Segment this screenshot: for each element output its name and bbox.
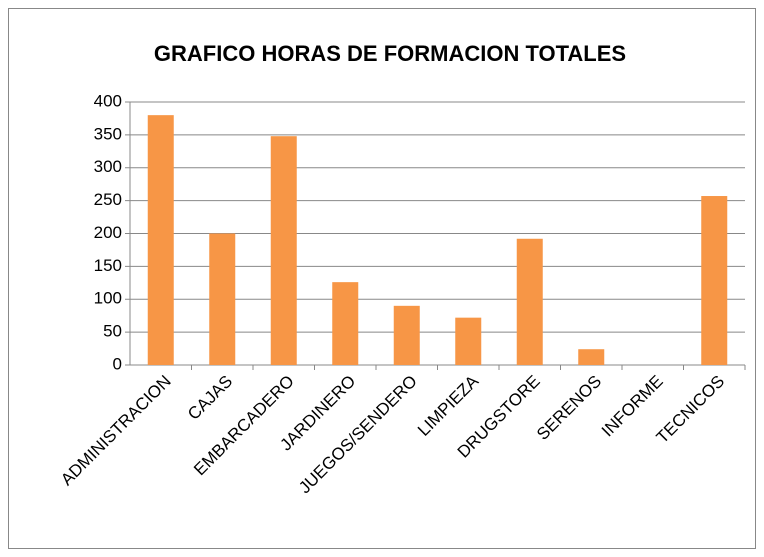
bar — [393, 305, 420, 365]
bar — [147, 115, 174, 366]
y-tick-label: 300 — [94, 157, 122, 176]
y-tick-label: 100 — [94, 289, 122, 308]
bar — [270, 136, 297, 365]
y-tick-label: 400 — [94, 91, 122, 110]
y-tick-label: 150 — [94, 256, 122, 275]
bar — [209, 233, 236, 365]
y-tick-label: 0 — [113, 354, 122, 373]
bar — [701, 196, 728, 365]
y-tick-label: 50 — [103, 322, 122, 341]
bar — [455, 317, 482, 365]
bar — [516, 238, 543, 365]
chart-border — [8, 8, 756, 549]
y-tick-label: 200 — [94, 223, 122, 242]
bar — [332, 282, 359, 365]
y-tick-label: 350 — [94, 124, 122, 143]
chart-title: GRAFICO HORAS DE FORMACION TOTALES — [154, 41, 626, 66]
bar — [578, 349, 605, 365]
y-tick-label: 250 — [94, 190, 122, 209]
